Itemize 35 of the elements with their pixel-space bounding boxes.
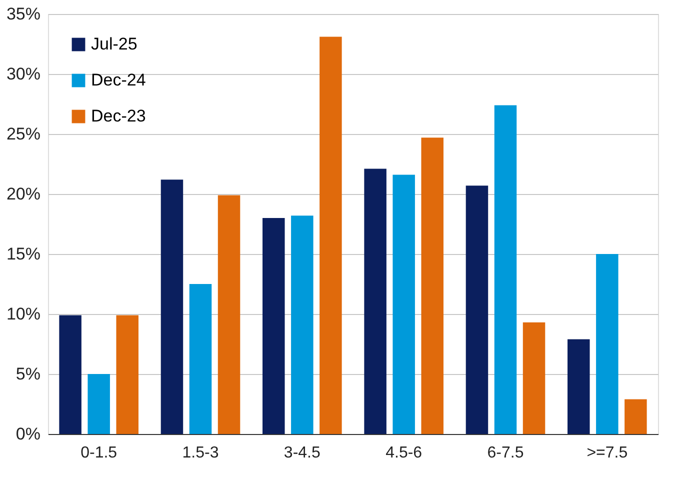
legend-label: Jul-25 [91,34,138,54]
y-tick-label: 15% [6,244,40,264]
y-tick-label: 10% [6,304,40,324]
y-tick-label: 30% [6,64,40,84]
bar [262,218,285,434]
legend-label: Dec-23 [91,106,146,126]
bar [59,315,82,434]
x-tick-label: 1.5-3 [182,444,219,462]
x-tick-label: 3-4.5 [284,444,321,462]
y-tick-label: 5% [16,364,40,384]
bar [364,168,386,434]
y-tick-label: 25% [6,124,40,144]
x-tick-label: 6-7.5 [487,444,524,462]
bar [421,138,444,434]
y-tick-label: 0% [16,424,40,444]
bar [160,180,184,434]
bar [218,195,240,434]
bar [88,374,110,434]
x-tick-label: 4.5-6 [386,444,422,462]
bar [466,186,488,434]
bar [624,399,647,434]
bar [568,339,590,434]
y-tick-label: 35% [6,4,40,24]
bar [189,284,212,434]
bar [392,174,415,434]
bar [596,254,618,434]
bar [291,216,314,434]
x-tick-label: 0-1.5 [80,444,118,462]
bar [320,36,342,434]
bar [522,322,546,434]
bar [494,105,517,434]
bar [116,315,138,434]
legend-label: Dec-24 [91,70,146,90]
x-tick-label: >=7.5 [586,444,628,462]
y-tick-label: 20% [6,184,40,204]
